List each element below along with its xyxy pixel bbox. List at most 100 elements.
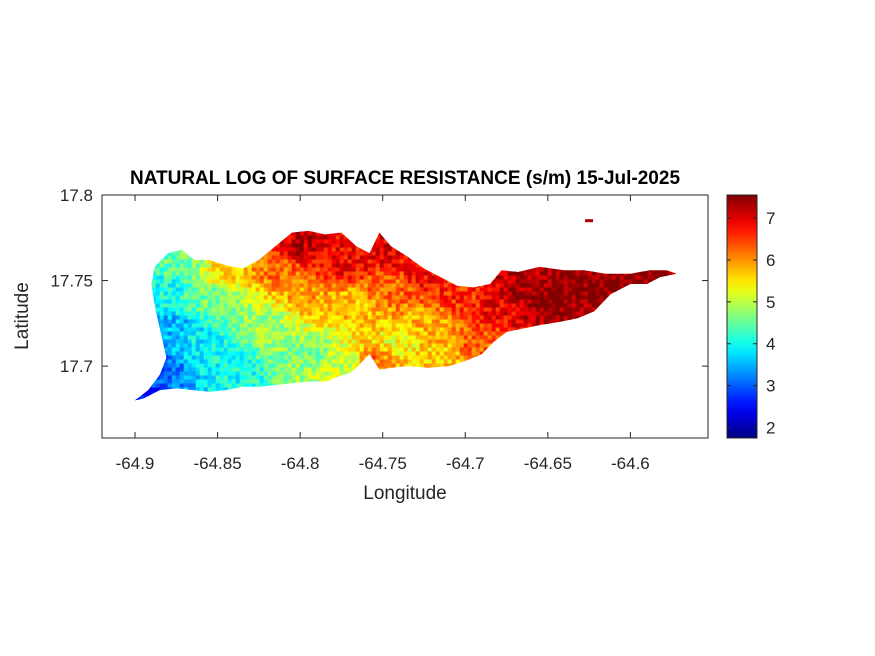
heatmap-cell — [435, 347, 441, 353]
heatmap-cell — [535, 271, 541, 277]
heatmap-cell — [351, 271, 357, 277]
heatmap-cell — [335, 295, 341, 301]
heatmap-cell — [227, 271, 233, 277]
heatmap-cell — [171, 371, 177, 377]
heatmap-cell — [499, 331, 505, 337]
heatmap-cell — [383, 307, 389, 313]
heatmap-cell — [399, 295, 405, 301]
heatmap-cell — [215, 287, 221, 293]
heatmap-cell — [191, 331, 197, 337]
heatmap-cell — [295, 263, 301, 269]
heatmap-cell — [239, 267, 245, 273]
heatmap-cell — [391, 279, 397, 285]
heatmap-cell — [231, 267, 237, 273]
heatmap-cell — [303, 319, 309, 325]
heatmap-cell — [347, 327, 353, 333]
heatmap-cell — [379, 267, 385, 273]
heatmap-cell — [391, 259, 397, 265]
heatmap-cell — [287, 275, 293, 281]
heatmap-cell — [443, 359, 449, 365]
heatmap-cell — [275, 339, 281, 345]
heatmap-cell — [371, 351, 377, 357]
heatmap-cell — [299, 315, 305, 321]
heatmap-cell — [643, 279, 649, 285]
heatmap-cell — [279, 283, 285, 289]
heatmap-cell — [291, 255, 297, 261]
heatmap-cell — [239, 287, 245, 293]
heatmap-cell — [215, 303, 221, 309]
heatmap-cell — [167, 319, 173, 325]
heatmap-cell — [255, 335, 261, 341]
heatmap-cell — [187, 295, 193, 301]
heatmap-cell — [499, 291, 505, 297]
heatmap-cell — [443, 303, 449, 309]
heatmap-cell — [223, 359, 229, 365]
heatmap-cell — [175, 295, 181, 301]
heatmap-cell — [571, 275, 577, 281]
heatmap-cell — [411, 279, 417, 285]
heatmap-cell — [327, 299, 333, 305]
heatmap-cell — [351, 255, 357, 261]
heatmap-cell — [323, 343, 329, 349]
heatmap-cell — [355, 255, 361, 261]
heatmap-cell — [403, 355, 409, 361]
heatmap-cell — [415, 271, 421, 277]
heatmap-cell — [251, 303, 257, 309]
heatmap-cell — [395, 271, 401, 277]
heatmap-cell — [219, 371, 225, 377]
heatmap-cell — [255, 291, 261, 297]
heatmap-cell — [343, 307, 349, 313]
heatmap-cell — [471, 291, 477, 297]
heatmap-cell — [283, 295, 289, 301]
heatmap-cell — [223, 263, 229, 269]
heatmap-cell — [415, 311, 421, 317]
heatmap-cell — [435, 339, 441, 345]
heatmap-cell — [475, 311, 481, 317]
heatmap-cell — [439, 279, 445, 285]
heatmap-cell — [383, 319, 389, 325]
heatmap-cell — [603, 283, 609, 289]
heatmap-cell — [535, 279, 541, 285]
heatmap-cell — [467, 319, 473, 325]
heatmap-cell — [423, 335, 429, 341]
heatmap-cell — [527, 303, 533, 309]
heatmap-cell — [371, 279, 377, 285]
heatmap-cell — [371, 327, 377, 333]
heatmap-cell — [467, 351, 473, 357]
heatmap-cell — [203, 351, 209, 357]
heatmap-cell — [555, 271, 561, 277]
heatmap-cell — [299, 311, 305, 317]
heatmap-cell — [455, 307, 461, 313]
heatmap-cell — [211, 331, 217, 337]
heatmap-cell — [567, 283, 573, 289]
heatmap-cell — [511, 279, 517, 285]
heatmap-cell — [215, 339, 221, 345]
heatmap-cell — [371, 311, 377, 317]
heatmap-cell — [543, 319, 549, 325]
heatmap-cell — [399, 339, 405, 345]
heatmap-cell — [355, 339, 361, 345]
heatmap-cell — [299, 323, 305, 329]
heatmap-cell — [231, 315, 237, 321]
heatmap-cell — [215, 271, 221, 277]
heatmap-cell — [363, 287, 369, 293]
heatmap-cell — [375, 255, 381, 261]
heatmap-cell — [167, 255, 173, 261]
heatmap-cell — [283, 343, 289, 349]
heatmap-cell — [335, 327, 341, 333]
heatmap-cell — [331, 311, 337, 317]
heatmap-cell — [487, 335, 493, 341]
heatmap-cell — [327, 295, 333, 301]
heatmap-cell — [155, 287, 161, 293]
heatmap-cell — [259, 295, 265, 301]
heatmap-cell — [423, 275, 429, 281]
heatmap-cell — [163, 275, 169, 281]
heatmap-cell — [475, 351, 481, 357]
heatmap-cell — [375, 327, 381, 333]
heatmap-cell — [343, 339, 349, 345]
heatmap-cell — [207, 299, 213, 305]
heatmap-cell — [175, 351, 181, 357]
heatmap-cell — [263, 319, 269, 325]
heatmap-cell — [167, 367, 173, 373]
heatmap-cell — [335, 279, 341, 285]
